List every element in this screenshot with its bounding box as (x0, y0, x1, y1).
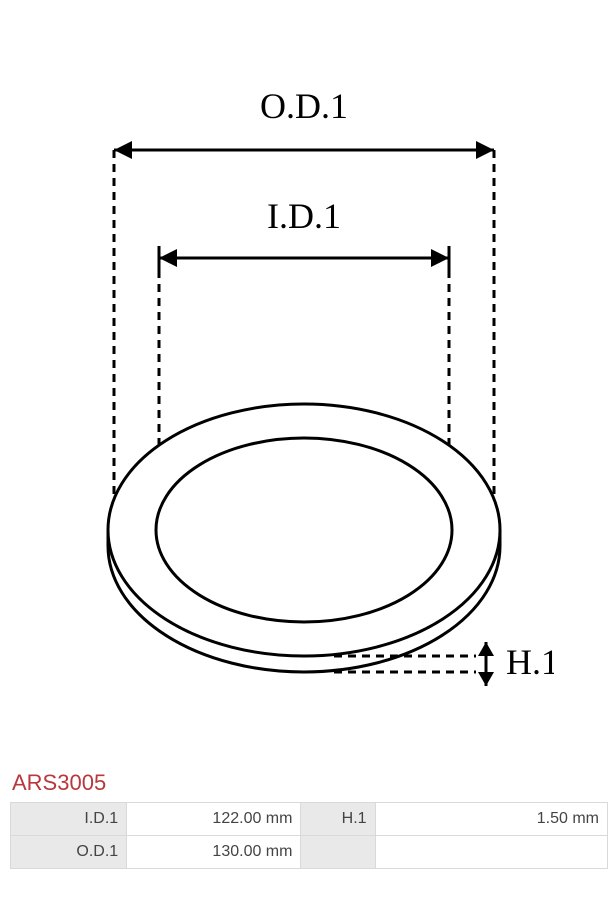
technical-diagram: O.D.1 I.D.1 (0, 0, 608, 770)
dim-value: 1.50 mm (375, 803, 607, 836)
table-row: O.D.1 130.00 mm (11, 836, 608, 869)
label-od1: O.D.1 (260, 86, 348, 126)
h-arrow-up (478, 642, 494, 656)
dim-label: I.D.1 (11, 803, 127, 836)
dim-label (301, 836, 375, 869)
ring-drawing: O.D.1 I.D.1 (54, 70, 554, 710)
dim-value: 130.00 mm (127, 836, 301, 869)
dim-label: O.D.1 (11, 836, 127, 869)
dimensions-table: I.D.1 122.00 mm H.1 1.50 mm O.D.1 130.00… (10, 802, 608, 869)
h-arrow-down (478, 672, 494, 686)
part-code: ARS3005 (0, 770, 608, 802)
ring-inner-top (156, 438, 452, 622)
table-row: I.D.1 122.00 mm H.1 1.50 mm (11, 803, 608, 836)
od-arrow-right (476, 141, 494, 159)
od-arrow-left (114, 141, 132, 159)
id-arrow-left (159, 249, 177, 267)
dim-value (375, 836, 607, 869)
id-arrow-right (431, 249, 449, 267)
label-h1: H.1 (506, 642, 554, 682)
label-id1: I.D.1 (267, 196, 341, 236)
dim-value: 122.00 mm (127, 803, 301, 836)
dim-label: H.1 (301, 803, 375, 836)
